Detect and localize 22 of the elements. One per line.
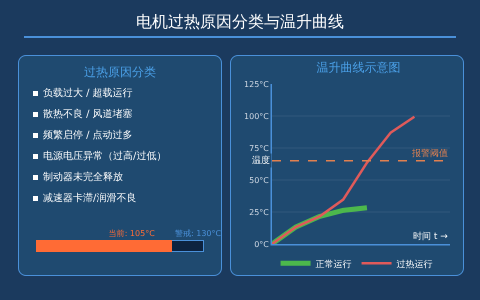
y-tick-label: 125°C xyxy=(244,80,270,89)
y-tick-label: 100°C xyxy=(244,112,270,121)
ref-line-label: 报警阈值 xyxy=(411,148,448,159)
y-tick-label: 50°C xyxy=(249,176,270,185)
text: 电机过热原因分类与温升曲线 xyxy=(135,12,345,33)
y-tick-label: 75°C xyxy=(249,144,270,153)
text: 制动器未完全释放 xyxy=(43,172,123,183)
y-tick-label: 25°C xyxy=(249,208,270,217)
text: 频繁启停 / 点动过多 xyxy=(43,130,133,141)
text: 过热原因分类 xyxy=(83,64,157,81)
legend-label: 正常运行 xyxy=(316,258,352,270)
y-axis-title: 温度 xyxy=(252,155,270,166)
y-tick-label: 0°C xyxy=(254,240,270,249)
text: 散热不良 / 风道堵塞 xyxy=(43,109,133,120)
text: 减速器卡滞/润滑不良 xyxy=(43,193,136,204)
text: 负载过大 / 超载运行 xyxy=(43,88,133,99)
data-label: 警戒: 130°C xyxy=(175,228,222,239)
data-label: 当前: 105°C xyxy=(108,228,155,239)
chart-title: 温升曲线示意图 xyxy=(316,60,400,75)
text: 电源电压异常（过高/过低） xyxy=(43,151,166,162)
x-axis-title: 时间 t → xyxy=(413,231,448,242)
legend-label: 过热运行 xyxy=(396,258,433,270)
